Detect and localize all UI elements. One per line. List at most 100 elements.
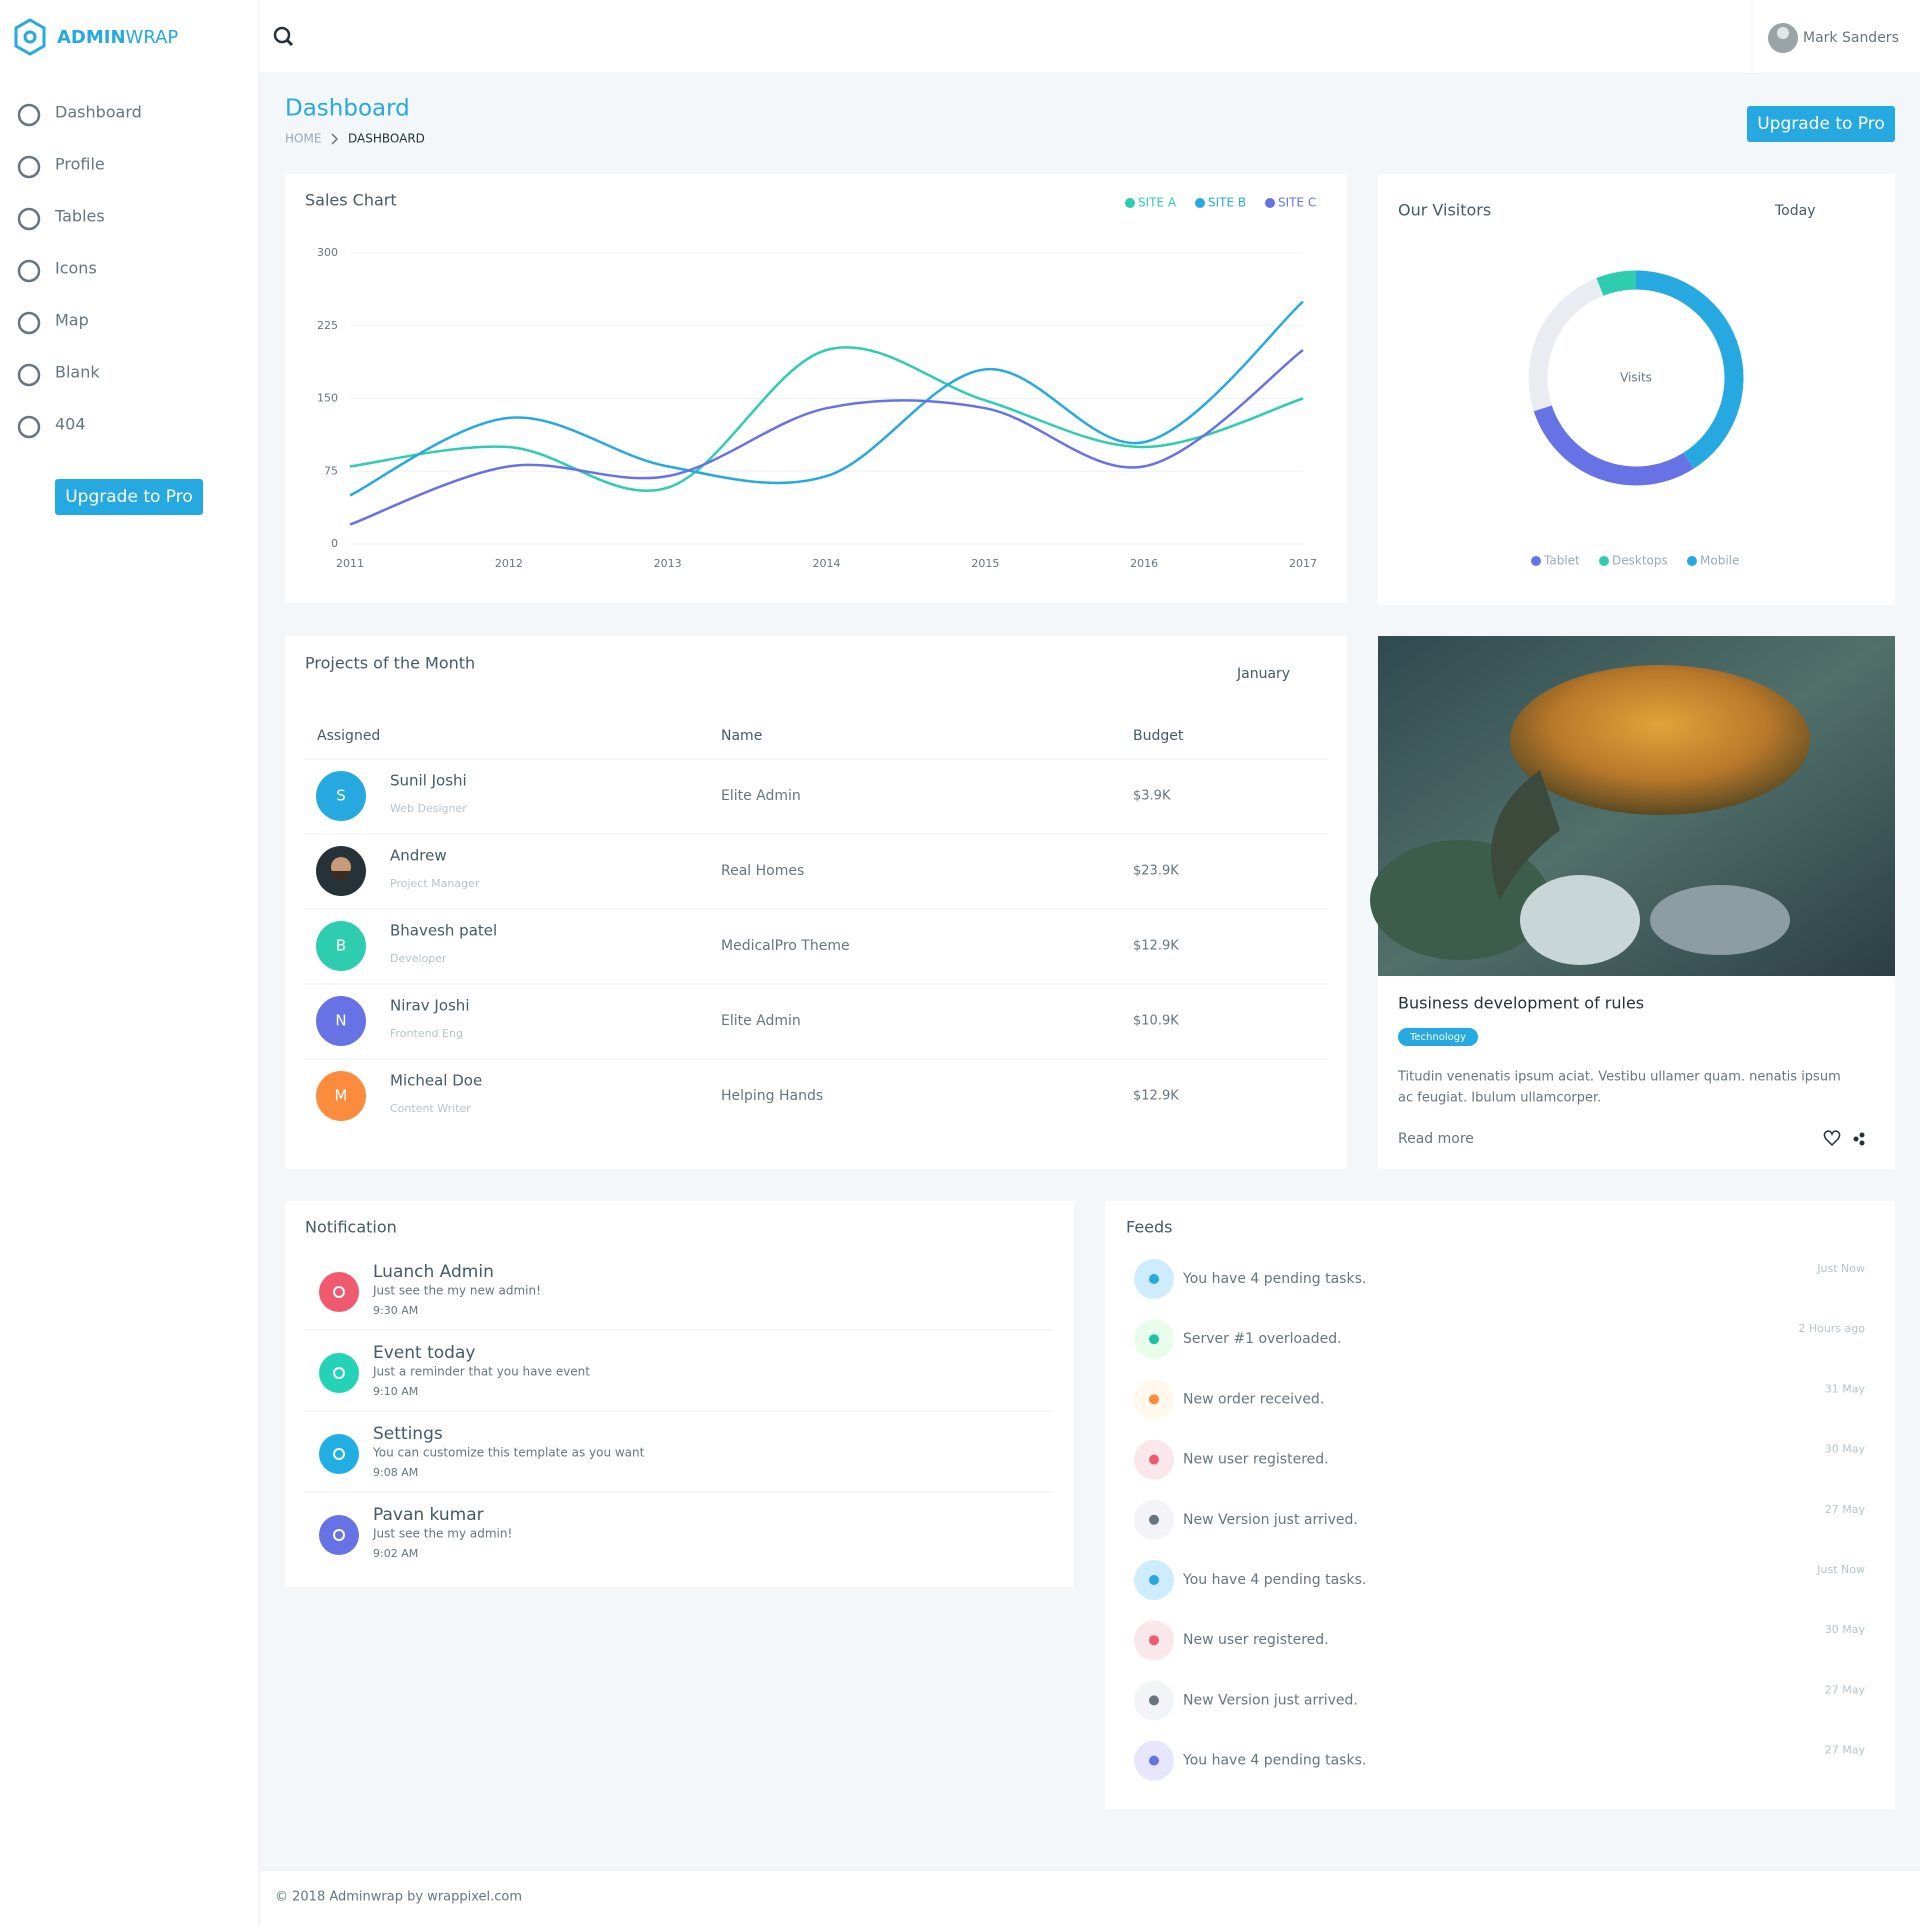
legend-marker [1195, 198, 1205, 208]
person-role: Web Designer [390, 802, 467, 815]
project-name: Helping Hands [721, 1088, 823, 1104]
x-tick-label: 2013 [654, 557, 682, 570]
person-name: Bhavesh patel [390, 922, 497, 940]
nav-icon [17, 155, 41, 179]
feed-glyph [1149, 1514, 1159, 1525]
sidebar-button[interactable] [55, 479, 203, 515]
y-tick-label: 75 [324, 464, 338, 477]
post-text: ac feugiat. Ibulum ullamcorper. [1398, 1091, 1601, 1106]
period-select[interactable]: Today [1774, 203, 1816, 219]
legend-marker [1599, 556, 1609, 566]
project-budget: $23.9K [1133, 864, 1179, 879]
y-tick-label: 225 [317, 319, 338, 332]
feed-glyph [1149, 1635, 1159, 1646]
nav-link[interactable]: 404 [55, 415, 86, 434]
avatar-initial: N [335, 1012, 346, 1030]
post-tag-label: Technology [1409, 1032, 1466, 1043]
notification-time: 9:08 AM [373, 1466, 418, 1479]
post-tag [1398, 1028, 1478, 1046]
avatar-initial: B [336, 937, 346, 955]
legend-label: Mobile [1700, 554, 1739, 568]
notification-text: Just a reminder that you have event [372, 1365, 590, 1379]
notification-glyph [333, 1367, 345, 1379]
nav-link[interactable]: Icons [55, 259, 97, 278]
logo: ADMINWRAP [57, 27, 178, 48]
project-name: Elite Admin [721, 1013, 801, 1029]
nav-link[interactable]: Tables [54, 207, 105, 226]
nav-link[interactable]: Profile [55, 155, 105, 174]
logo-light: WRAP [126, 27, 179, 48]
upgrade-button[interactable] [1747, 106, 1895, 142]
x-tick-label: 2011 [336, 557, 364, 570]
feed-time: Just Now [1816, 1563, 1865, 1576]
nav-link[interactable]: Dashboard [55, 103, 142, 122]
person-name: Nirav Joshi [390, 997, 469, 1015]
avatar-initial: M [335, 1087, 348, 1105]
person-role: Developer [390, 952, 447, 965]
search-icon-handle [285, 38, 294, 47]
topbar [259, 0, 1920, 73]
y-tick-label: 0 [331, 537, 338, 550]
image-shell [1520, 875, 1640, 965]
project-name: Elite Admin [721, 788, 801, 804]
feed-text: You have 4 pending tasks. [1182, 1753, 1366, 1769]
feed-time: 27 May [1825, 1503, 1866, 1516]
x-tick-label: 2016 [1130, 557, 1158, 570]
notification-text: You can customize this template as you w… [372, 1446, 645, 1460]
x-tick-label: 2017 [1289, 557, 1317, 570]
person-name: Andrew [390, 847, 447, 865]
column-header: Name [721, 728, 762, 744]
feed-time: 30 May [1825, 1623, 1866, 1636]
notification-glyph [333, 1286, 345, 1298]
share-icon[interactable] [1853, 1136, 1859, 1142]
upgrade-button-label[interactable]: Upgrade to Pro [1757, 114, 1885, 134]
footer [260, 1870, 1920, 1925]
person-name: Sunil Joshi [390, 772, 467, 790]
feed-glyph [1149, 1575, 1159, 1585]
image-crab [1510, 665, 1810, 815]
nav-icon [17, 103, 41, 127]
logo-bold: ADMIN [57, 27, 126, 48]
notification-text: Just see the my admin! [372, 1527, 512, 1541]
project-name: MedicalPro Theme [721, 938, 850, 954]
like-icon[interactable] [1823, 1130, 1841, 1147]
card [285, 1201, 1074, 1587]
read-more[interactable]: Read more [1398, 1131, 1474, 1147]
column-header: Assigned [317, 728, 380, 744]
legend-marker [1125, 198, 1135, 208]
notification-icon [319, 1272, 359, 1312]
notification-glyph [333, 1529, 345, 1541]
column-header: Budget [1133, 728, 1184, 744]
notification-time: 9:02 AM [373, 1547, 418, 1560]
sidebar [0, 0, 259, 1925]
month-select[interactable]: January [1236, 666, 1290, 682]
donut-segment [1596, 270, 1637, 296]
chart-title: Our Visitors [1398, 201, 1491, 220]
breadcrumb-item[interactable]: HOME [285, 132, 321, 146]
avatar-initial: S [336, 787, 346, 805]
feed-glyph [1149, 1454, 1159, 1465]
legend-label: SITE A [1138, 196, 1177, 210]
notification-title: Event today [373, 1343, 475, 1363]
x-tick-label: 2014 [813, 557, 841, 570]
page-title: Dashboard [285, 96, 410, 122]
project-name: Real Homes [721, 863, 804, 879]
notification-text: Just see the my new admin! [372, 1284, 541, 1298]
notification-title: Pavan kumar [373, 1505, 484, 1525]
avatar [316, 921, 366, 971]
feed-text: New user registered. [1183, 1452, 1329, 1468]
image-shell [1650, 885, 1790, 955]
sidebar-button-label[interactable]: Upgrade to Pro [65, 487, 193, 507]
notification-glyph [333, 1448, 345, 1460]
legend-label: Desktops [1612, 554, 1668, 568]
nav-icon [17, 207, 41, 231]
nav-link[interactable]: Blank [55, 363, 100, 382]
avatar [316, 771, 366, 821]
nav-link[interactable]: Map [55, 311, 89, 330]
feed-text: New Version just arrived. [1183, 1512, 1358, 1528]
person-role: Content Writer [390, 1102, 471, 1115]
feed-glyph [1149, 1695, 1159, 1706]
share-icon [1859, 1132, 1865, 1138]
notification-icon [319, 1515, 359, 1555]
